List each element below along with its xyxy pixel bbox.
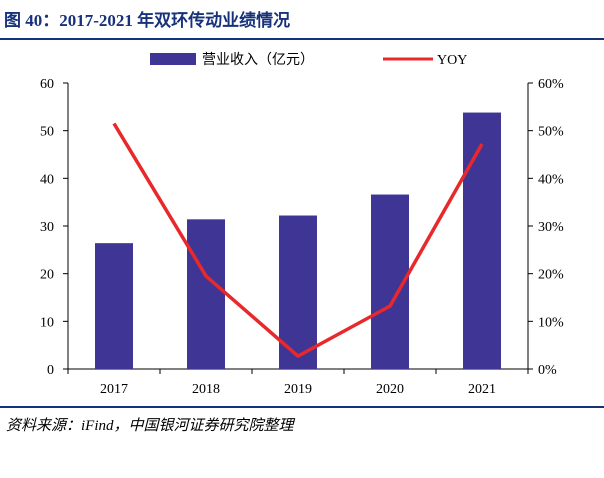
legend: 营业收入（亿元） YOY xyxy=(150,52,467,68)
combo-chart: 营业收入（亿元） YOY 0 10 20 30 40 50 60 0% 10% 20% 30% 40%… xyxy=(40,52,564,397)
y-right-tick-label: 0% xyxy=(538,363,557,378)
legend-bar-swatch xyxy=(150,53,196,65)
y-left-tick-label: 40 xyxy=(40,172,54,187)
y-left-tick-label: 60 xyxy=(40,77,54,92)
revenue-bar xyxy=(463,112,501,369)
revenue-bar xyxy=(95,243,133,369)
x-tick-label: 2021 xyxy=(468,382,496,397)
source-note: 资料来源：iFind，中国银河证券研究院整理 xyxy=(6,418,294,434)
y-right-tick-label: 60% xyxy=(538,77,564,92)
y-right-tick-label: 40% xyxy=(538,172,564,187)
legend-bar-label: 营业收入（亿元） xyxy=(202,52,314,68)
x-tick-label: 2019 xyxy=(284,382,312,397)
axes: 0 10 20 30 40 50 60 0% 10% 20% 30% 40% 50% 60% 2017 201… xyxy=(40,77,564,397)
source-rule xyxy=(0,406,604,408)
y-right-tick-label: 10% xyxy=(538,315,564,330)
y-left-tick-label: 50 xyxy=(40,125,54,140)
y-right-tick-label: 30% xyxy=(538,220,564,235)
y-right-tick-label: 20% xyxy=(538,268,564,283)
title-rule xyxy=(0,38,604,40)
yoy-line xyxy=(112,122,484,358)
figure-title: 图 40：2017-2021 年双环传动业绩情况 xyxy=(4,11,291,30)
revenue-bar xyxy=(187,219,225,369)
x-tick-label: 2017 xyxy=(100,382,128,397)
y-right-tick-label: 50% xyxy=(538,125,564,140)
bar-series xyxy=(95,112,501,369)
x-tick-label: 2018 xyxy=(192,382,220,397)
line-series xyxy=(112,122,484,358)
y-left-tick-label: 10 xyxy=(40,315,54,330)
legend-line-label: YOY xyxy=(437,53,467,68)
y-left-tick-label: 0 xyxy=(47,363,54,378)
y-left-tick-label: 30 xyxy=(40,220,54,235)
x-tick-label: 2020 xyxy=(376,382,404,397)
y-left-tick-label: 20 xyxy=(40,268,54,283)
